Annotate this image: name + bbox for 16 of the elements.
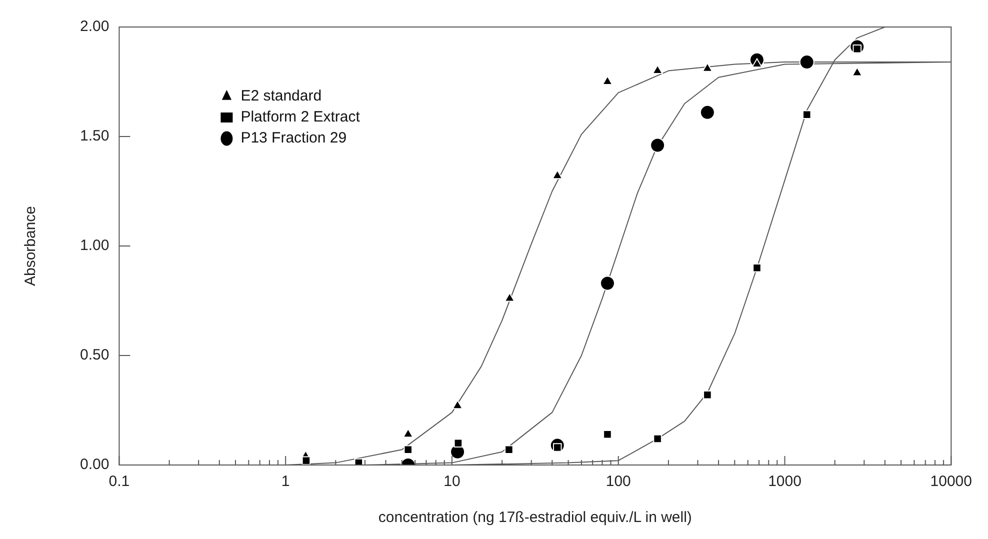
x-tick-label: 0.1 [108,473,130,490]
y-tick-label: 1.50 [80,128,110,145]
legend-label: P13 Fraction 29 [240,130,347,147]
legend-label: E2 standard [240,88,322,105]
x-axis-title: concentration (ng 17ß-estradiol equiv./L in well) [378,509,692,526]
legend-label: Platform 2 Extract [240,108,361,126]
y-tick-label: 0.50 [80,346,110,364]
y-tick-label: 2.00 [80,18,110,36]
x-tick-label: 1 [281,473,290,490]
y-tick-label: 1.00 [80,237,110,254]
x-tick-label: 10 [444,473,460,490]
x-tick-label: 100 [606,473,631,490]
x-tick-label: 10000 [930,473,972,490]
y-tick-label: 0.00 [80,456,110,474]
x-tick-label: 1000 [768,473,802,490]
y-axis-title: Absorbance [22,206,40,286]
